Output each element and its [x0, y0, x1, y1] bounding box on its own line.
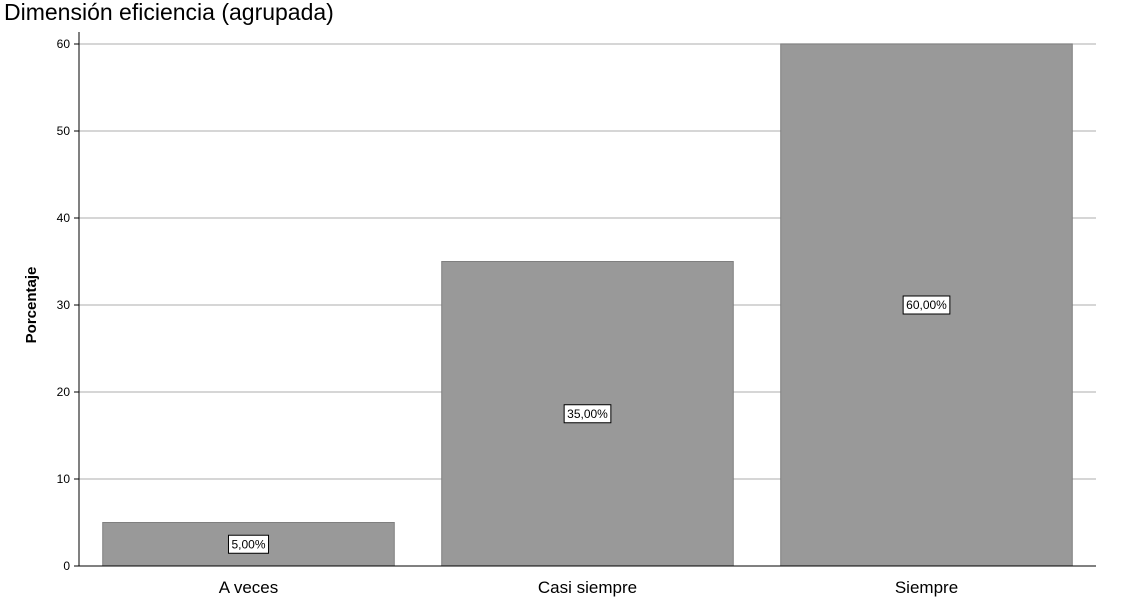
data-label-text: 35,00% — [567, 407, 608, 421]
y-tick-label: 20 — [57, 385, 71, 399]
data-label: 5,00% — [227, 534, 270, 554]
data-labels: 5,00% 35,00% 60,00% — [227, 295, 951, 554]
y-tick-label: 0 — [63, 559, 70, 573]
x-tick-label: Casi siempre — [538, 578, 637, 597]
data-label-text: 5,00% — [231, 537, 265, 551]
y-axis-ticks: 0 10 20 30 40 50 60 — [57, 37, 79, 573]
data-label: 60,00% — [902, 295, 951, 315]
y-tick-label: 50 — [57, 124, 71, 138]
data-label-text: 60,00% — [906, 298, 947, 312]
data-label: 35,00% — [563, 404, 612, 424]
y-tick-label: 40 — [57, 211, 71, 225]
x-axis-ticks: A veces Casi siempre Siempre — [219, 578, 958, 597]
data-label-box — [902, 295, 951, 315]
x-tick-label: A veces — [219, 578, 279, 597]
y-tick-label: 60 — [57, 37, 71, 51]
axes — [78, 32, 1096, 567]
chart-title: Dimensión eficiencia (agrupada) — [4, 0, 334, 25]
data-label-box — [227, 534, 270, 554]
y-tick-label: 30 — [57, 298, 71, 312]
y-axis-label: Porcentaje — [23, 267, 40, 344]
x-tick-label: Siempre — [895, 578, 958, 597]
data-label-box — [563, 404, 612, 424]
y-tick-label: 10 — [57, 472, 71, 486]
